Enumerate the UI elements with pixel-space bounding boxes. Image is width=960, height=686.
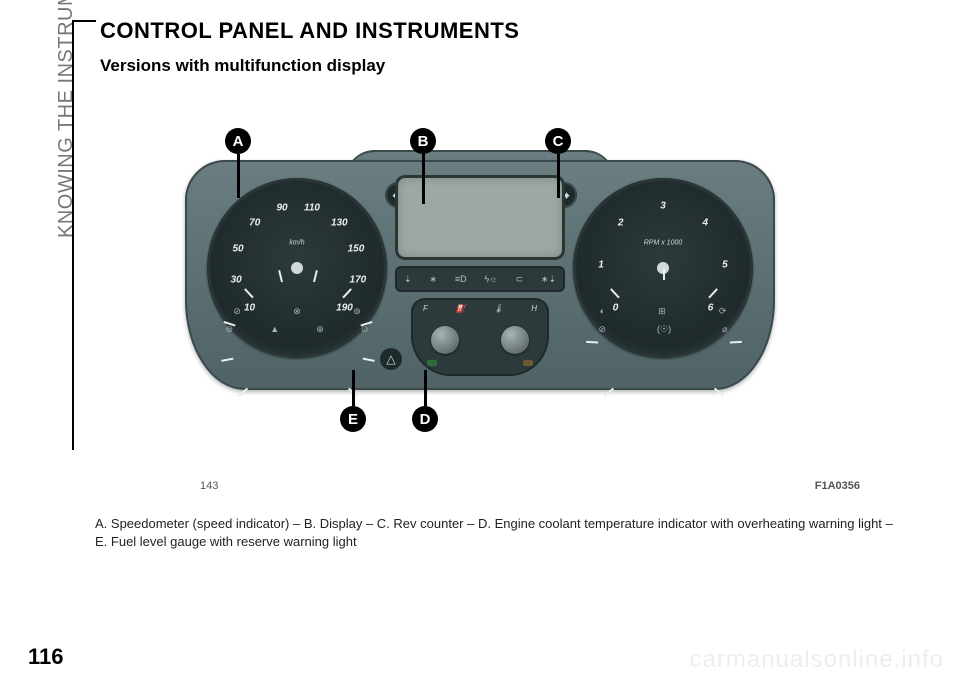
warn-icon: ▲: [270, 324, 279, 335]
warn-icon: ⊘: [598, 324, 606, 335]
gauge-number: 130: [331, 217, 348, 228]
gauge-number: 70: [249, 217, 260, 228]
gauge-tick: [342, 288, 352, 298]
warn-icon: ⊚: [353, 306, 361, 317]
display-knob: [501, 326, 529, 354]
gauge-number: 170: [350, 274, 367, 285]
gauge-number: 1: [598, 259, 604, 270]
gauge-number: 110: [304, 202, 320, 213]
tacho-unit-label: RPM x 1000: [644, 239, 683, 246]
tacho-warn-row-bottom: ⊘ (☉) ⌀: [573, 324, 753, 335]
gauge-number: 5: [722, 259, 728, 270]
speedo-warn-row-top: ⊘ ⊗ ⊚: [207, 306, 387, 317]
gauge-number: 4: [703, 217, 709, 228]
warn-icon: ⟳: [719, 306, 727, 317]
callout-d: D: [412, 406, 438, 432]
gauge-number: 3: [660, 201, 666, 212]
instrument-cluster-figure: km/h 1030507090110130150170190 ⊘ ⊗ ⊚ ⊜ ▲…: [185, 130, 775, 450]
center-indicator-strip: ⇣ ∗ ≡D ϟ☼ ⊂ ∗⇣: [395, 266, 565, 292]
page-subtitle: Versions with multifunction display: [100, 56, 385, 76]
gauge-number: 90: [276, 202, 287, 213]
callout-b-line: [422, 154, 425, 204]
warn-icon: ⊘: [233, 306, 241, 317]
watermark: carmanualsonline.info: [690, 646, 944, 674]
indicator-icon: ϟ☼: [485, 274, 498, 284]
callout-a-line: [237, 154, 240, 198]
speedo-unit-label: km/h: [289, 239, 304, 246]
callout-c-line: [557, 154, 560, 198]
fuel-reserve-led: [427, 360, 437, 366]
tacho-warn-row-top: ◐ ⊞ ⟳: [573, 306, 753, 317]
warn-icon: ⊕: [316, 324, 324, 335]
warn-icon: ⌀: [722, 324, 727, 335]
speedo-hub: [291, 262, 303, 274]
callout-c: C: [545, 128, 571, 154]
page-number: 116: [28, 644, 64, 670]
gauge-tick: [663, 268, 665, 280]
figure-number: 143: [200, 480, 218, 492]
gauge-number: 30: [231, 274, 242, 285]
section-label: KNOWING THE INSTRUMENT PANEL: [55, 0, 78, 238]
warn-icon: ⊗: [293, 306, 301, 317]
coolant-overheat-led: [523, 360, 533, 366]
callout-e: E: [340, 406, 366, 432]
fuel-full-label: F: [423, 304, 428, 313]
warn-icon: (☉): [657, 324, 671, 335]
warn-icon: ⊜: [226, 324, 234, 335]
gauge-tick: [708, 288, 718, 298]
figure-code: F1A0356: [815, 480, 860, 492]
gauge-number: 50: [232, 243, 243, 254]
gauge-tick: [278, 270, 283, 282]
gauge-tick: [244, 288, 254, 298]
warn-icon: ⊞: [658, 306, 666, 317]
figure-caption: A. Speedometer (speed indicator) – B. Di…: [95, 515, 900, 550]
tachometer-gauge: RPM x 1000 0123456 ◐ ⊞ ⟳ ⊘ (☉) ⌀: [573, 178, 753, 358]
gauge-number: 2: [618, 217, 624, 228]
side-rule-horizontal: [72, 20, 96, 22]
indicator-icon: ≡D: [455, 274, 467, 284]
speedometer-gauge: km/h 1030507090110130150170190 ⊘ ⊗ ⊚ ⊜ ▲…: [207, 178, 387, 358]
gauge-tick: [610, 288, 620, 298]
multifunction-display: [395, 175, 565, 260]
callout-d-line: [424, 370, 427, 406]
indicator-icon: ⊂: [515, 274, 523, 285]
indicator-icon: ∗: [429, 274, 437, 285]
temp-hot-label: H: [531, 304, 537, 313]
speedo-warn-row-bottom: ⊜ ▲ ⊕ ⊙: [207, 324, 387, 335]
callout-a: A: [225, 128, 251, 154]
hazard-icon: △: [380, 348, 402, 370]
coolant-icon: 🌡: [493, 304, 503, 313]
manual-page: KNOWING THE INSTRUMENT PANEL CONTROL PAN…: [0, 0, 960, 686]
side-rule-vertical: [72, 20, 74, 450]
callout-b: B: [410, 128, 436, 154]
fuel-icon: ⛽: [456, 304, 466, 313]
indicator-icon: ⇣: [404, 274, 412, 285]
trip-reset-knob: [431, 326, 459, 354]
warn-icon: ⊙: [361, 324, 369, 335]
instrument-cluster: km/h 1030507090110130150170190 ⊘ ⊗ ⊚ ⊜ ▲…: [185, 130, 775, 390]
gauge-number: 150: [348, 243, 365, 254]
callout-e-line: [352, 370, 355, 406]
indicator-icon: ∗⇣: [541, 274, 556, 285]
page-title: CONTROL PANEL AND INSTRUMENTS: [100, 18, 519, 44]
warn-icon: ◐: [600, 306, 605, 317]
gauge-tick: [313, 270, 318, 282]
